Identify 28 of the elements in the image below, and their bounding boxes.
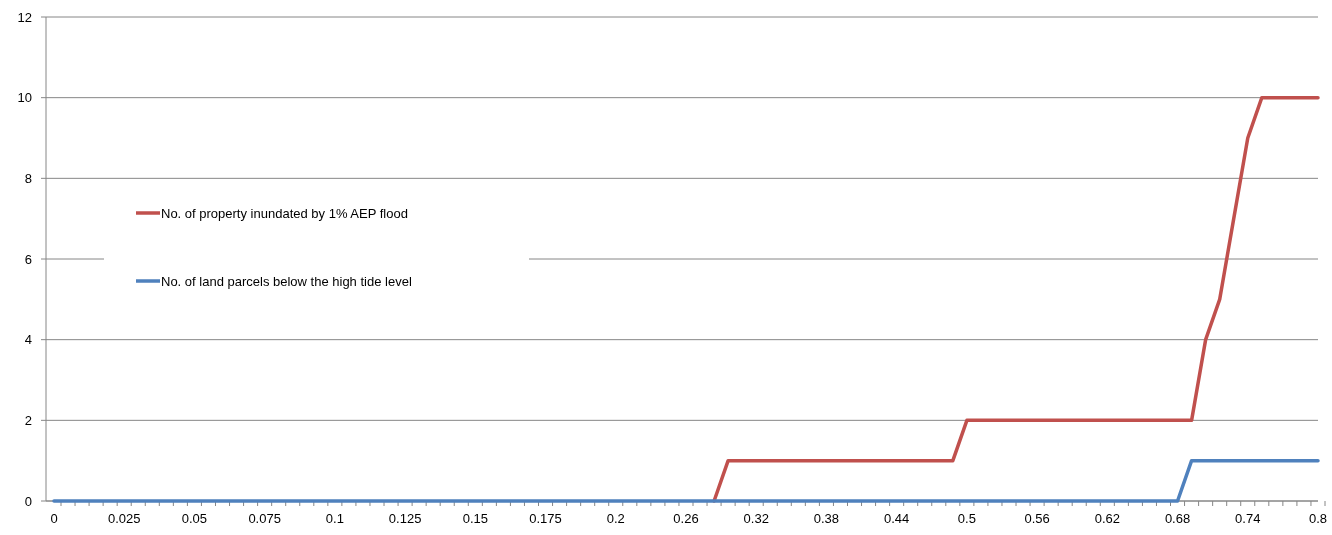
x-tick-label: 0.32	[743, 511, 769, 526]
x-tick-label: 0.62	[1094, 511, 1120, 526]
legend-label: No. of property inundated by 1% AEP flood	[161, 205, 408, 221]
y-tick-label: 12	[17, 9, 32, 25]
y-tick-label: 8	[24, 170, 32, 186]
x-tick-label: 0.26	[673, 511, 699, 526]
y-tick-label: 10	[17, 90, 32, 106]
x-tick-label: 0.5	[957, 511, 976, 526]
x-tick-label: 0.15	[462, 511, 488, 526]
x-tick-label: 0.38	[813, 511, 840, 526]
x-tick-label: 0.1	[325, 511, 344, 526]
x-tick-label: 0.44	[884, 511, 910, 526]
y-tick-label: 6	[24, 251, 32, 267]
x-tick-label: 0.075	[248, 511, 281, 526]
x-tick-label: 0.05	[181, 511, 208, 526]
x-tick-label: 0.68	[1164, 511, 1191, 526]
x-tick-label: 0.56	[1024, 511, 1050, 526]
y-tick-label: 0	[24, 493, 32, 509]
x-tick-label: 0.2	[606, 511, 625, 526]
legend-label: No. of land parcels below the high tide level	[161, 273, 412, 289]
y-tick-label: 2	[24, 412, 32, 428]
x-tick-label: 0.125	[388, 511, 422, 526]
x-tick-label: 0.025	[107, 511, 141, 526]
x-tick-label: 0.74	[1235, 511, 1261, 526]
x-tick-label: 0	[50, 511, 58, 526]
x-tick-label: 0.175	[529, 511, 562, 526]
y-tick-label: 4	[24, 332, 32, 348]
x-tick-label: 0.8	[1308, 511, 1328, 526]
